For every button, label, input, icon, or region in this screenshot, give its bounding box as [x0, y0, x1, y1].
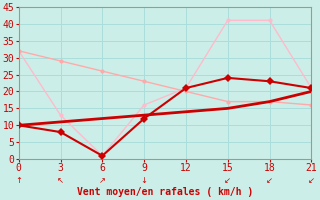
Text: ↙: ↙: [224, 176, 231, 185]
Text: ↙: ↙: [266, 176, 273, 185]
X-axis label: Vent moyen/en rafales ( km/h ): Vent moyen/en rafales ( km/h ): [77, 187, 253, 197]
Text: ↑: ↑: [15, 176, 22, 185]
Text: ↗: ↗: [99, 176, 106, 185]
Text: ↙: ↙: [308, 176, 315, 185]
Text: ↖: ↖: [57, 176, 64, 185]
Text: ↓: ↓: [140, 176, 148, 185]
